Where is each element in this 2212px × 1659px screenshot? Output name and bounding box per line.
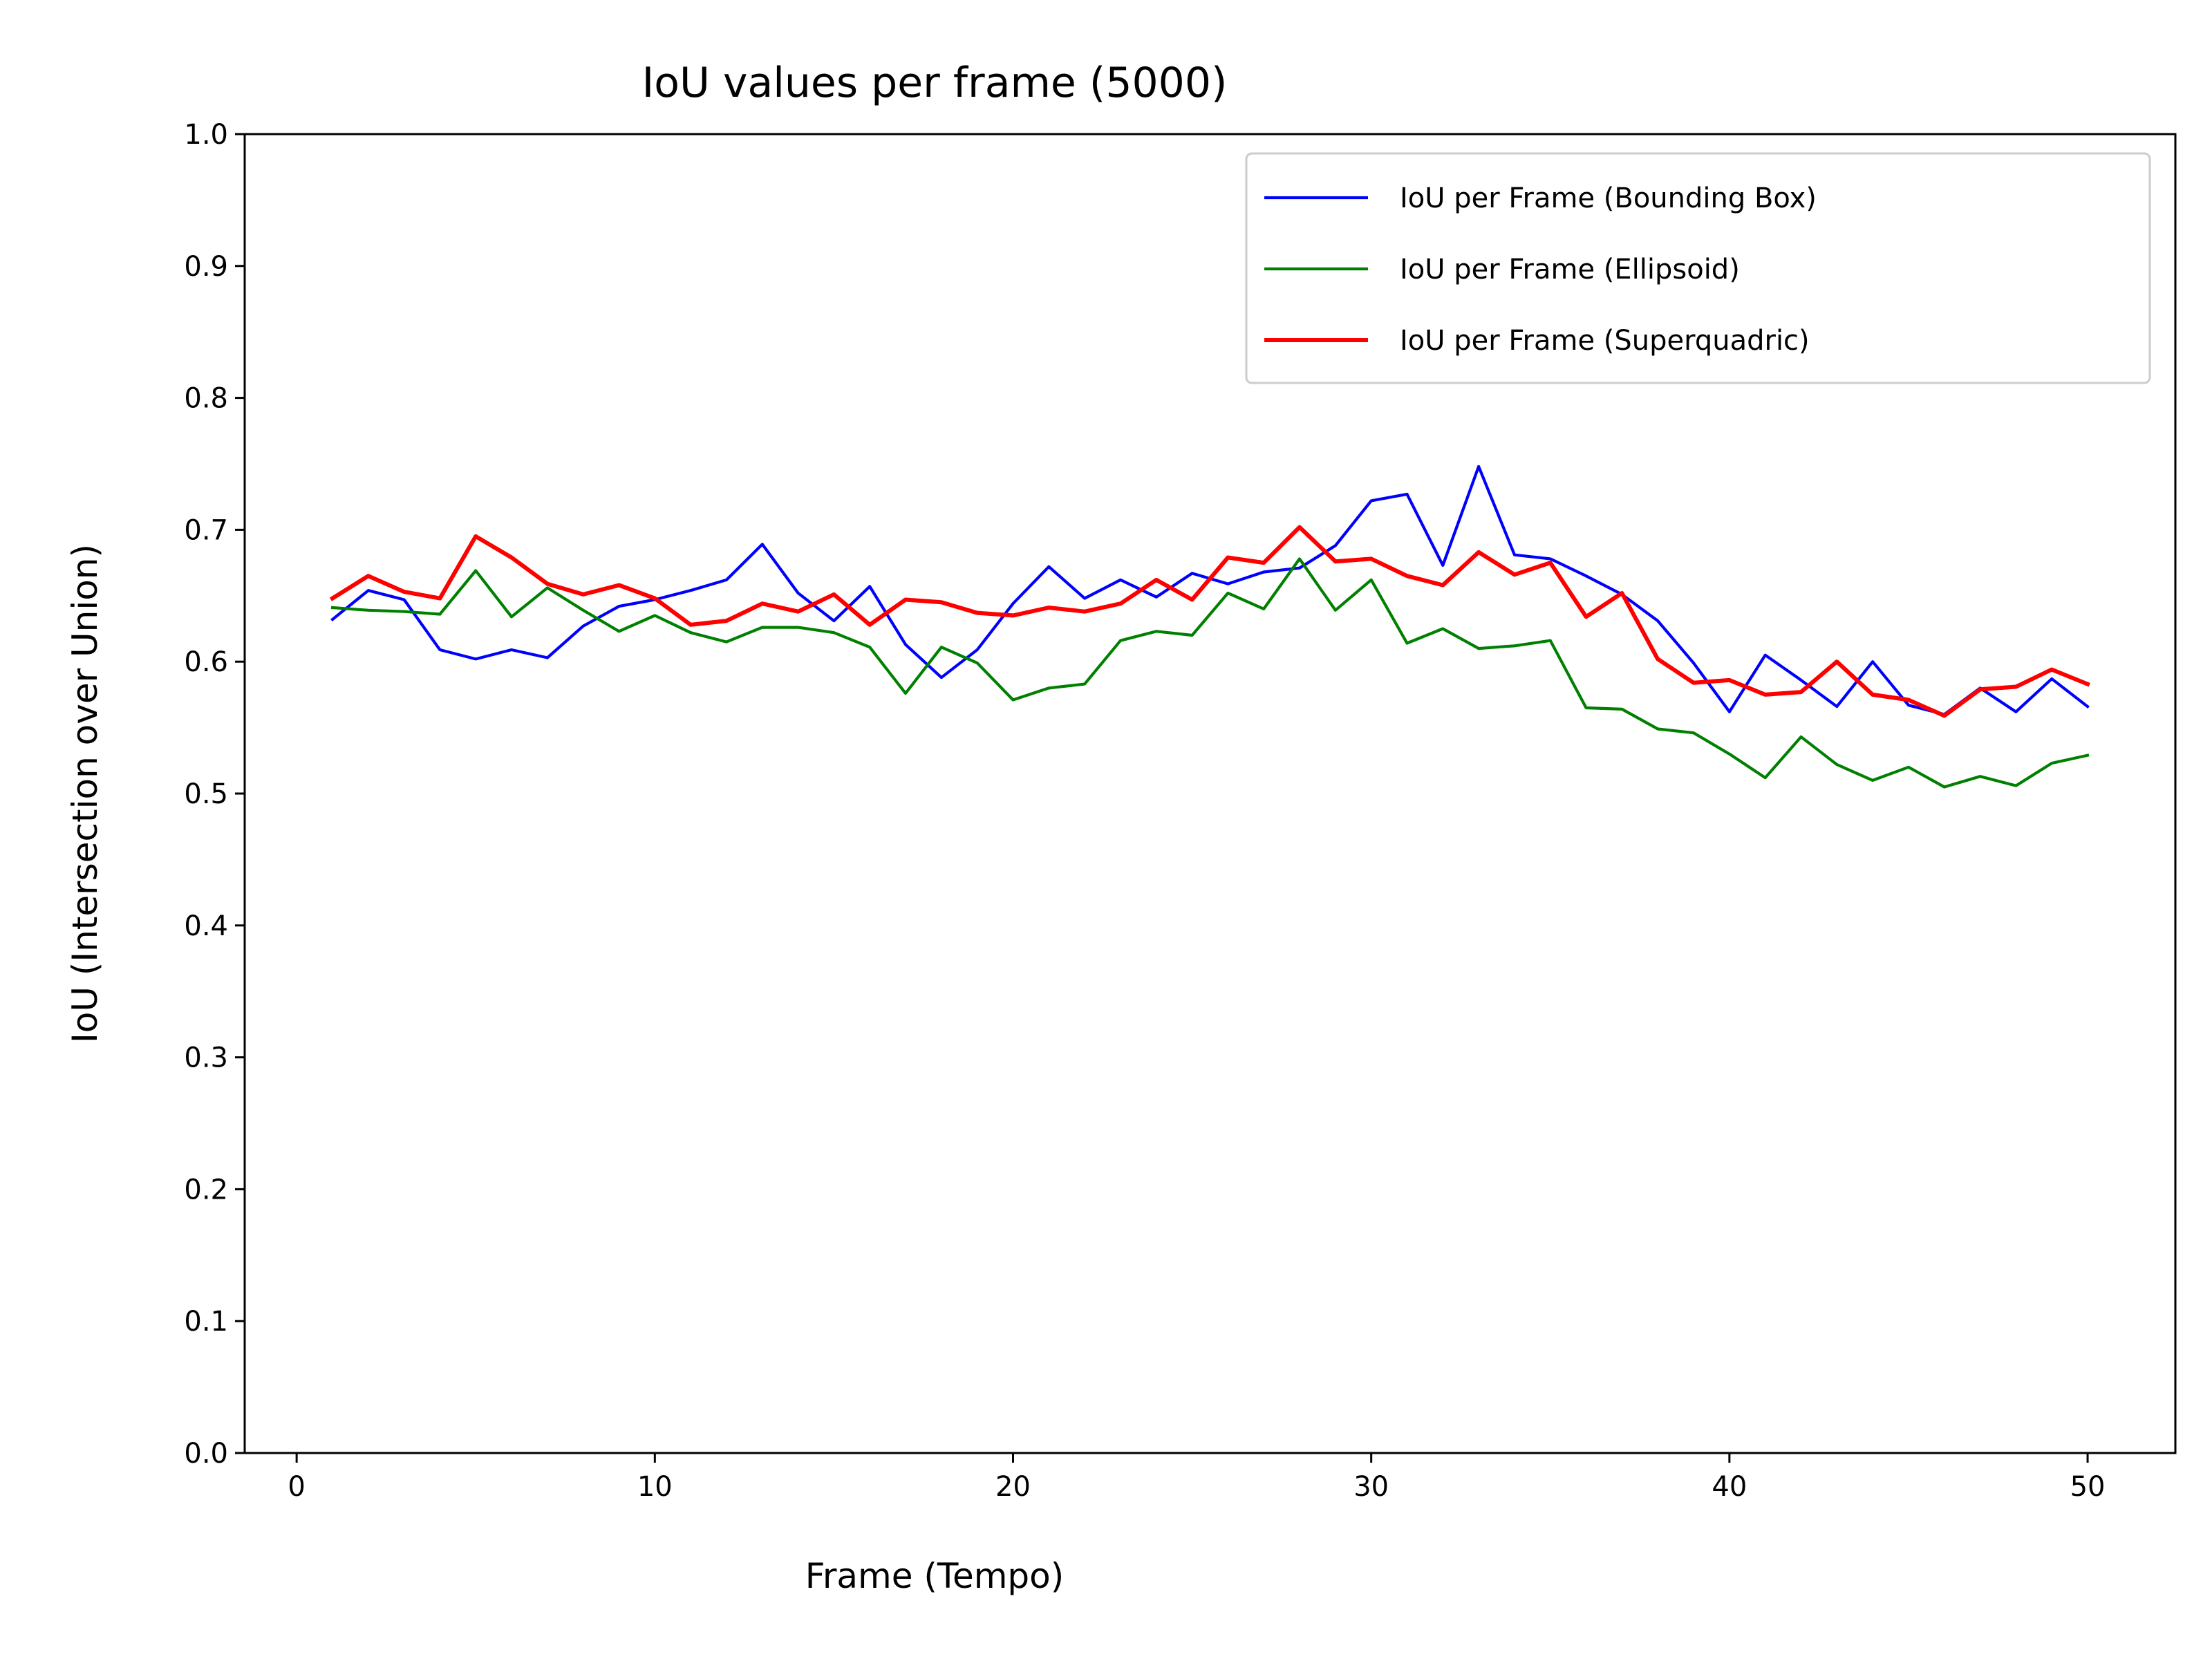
y-tick-label: 0.6 <box>184 646 228 678</box>
series-line-2 <box>329 525 2090 718</box>
x-axis-title: Frame (Tempo) <box>805 1556 1065 1596</box>
y-tick-label: 0.4 <box>184 910 228 942</box>
legend-label-1: IoU per Frame (Ellipsoid) <box>1400 254 1740 285</box>
y-tick-label: 1.0 <box>184 119 228 151</box>
y-tick-label: 0.3 <box>184 1042 228 1074</box>
plot-area: 0 10 20 30 40 50 0.0 0.1 0.2 0.3 0.4 0.5 0.6 0.7 0.8 0.… <box>184 119 2177 1503</box>
legend: IoU per Frame (Bounding Box) IoU per Fram… <box>1245 152 2151 384</box>
legend-label-0: IoU per Frame (Bounding Box) <box>1400 182 1817 214</box>
legend-label-2: IoU per Frame (Superquadric) <box>1400 325 1810 357</box>
y-tick-label: 0.2 <box>184 1174 228 1206</box>
x-tick-label: 40 <box>1712 1471 1747 1503</box>
legend-box <box>1245 152 2151 384</box>
x-tick-label: 30 <box>1353 1471 1389 1503</box>
y-tick-label: 0.7 <box>184 514 228 546</box>
x-tick-label: 20 <box>995 1471 1031 1503</box>
x-tick-label: 0 <box>288 1471 305 1503</box>
y-tick-label: 0.9 <box>184 251 228 283</box>
y-tick-label: 0.1 <box>184 1306 228 1338</box>
y-axis-title: IoU (Intersection over Union) <box>65 544 105 1043</box>
x-tick-label: 50 <box>2070 1471 2106 1503</box>
y-tick-label: 0.5 <box>184 778 228 810</box>
y-tick-label: 0.8 <box>184 383 228 415</box>
series-line-1 <box>330 557 2090 789</box>
x-tick-label: 10 <box>637 1471 673 1503</box>
chart-title: IoU values per frame (5000) <box>642 59 1228 107</box>
y-tick-label: 0.0 <box>184 1438 228 1470</box>
